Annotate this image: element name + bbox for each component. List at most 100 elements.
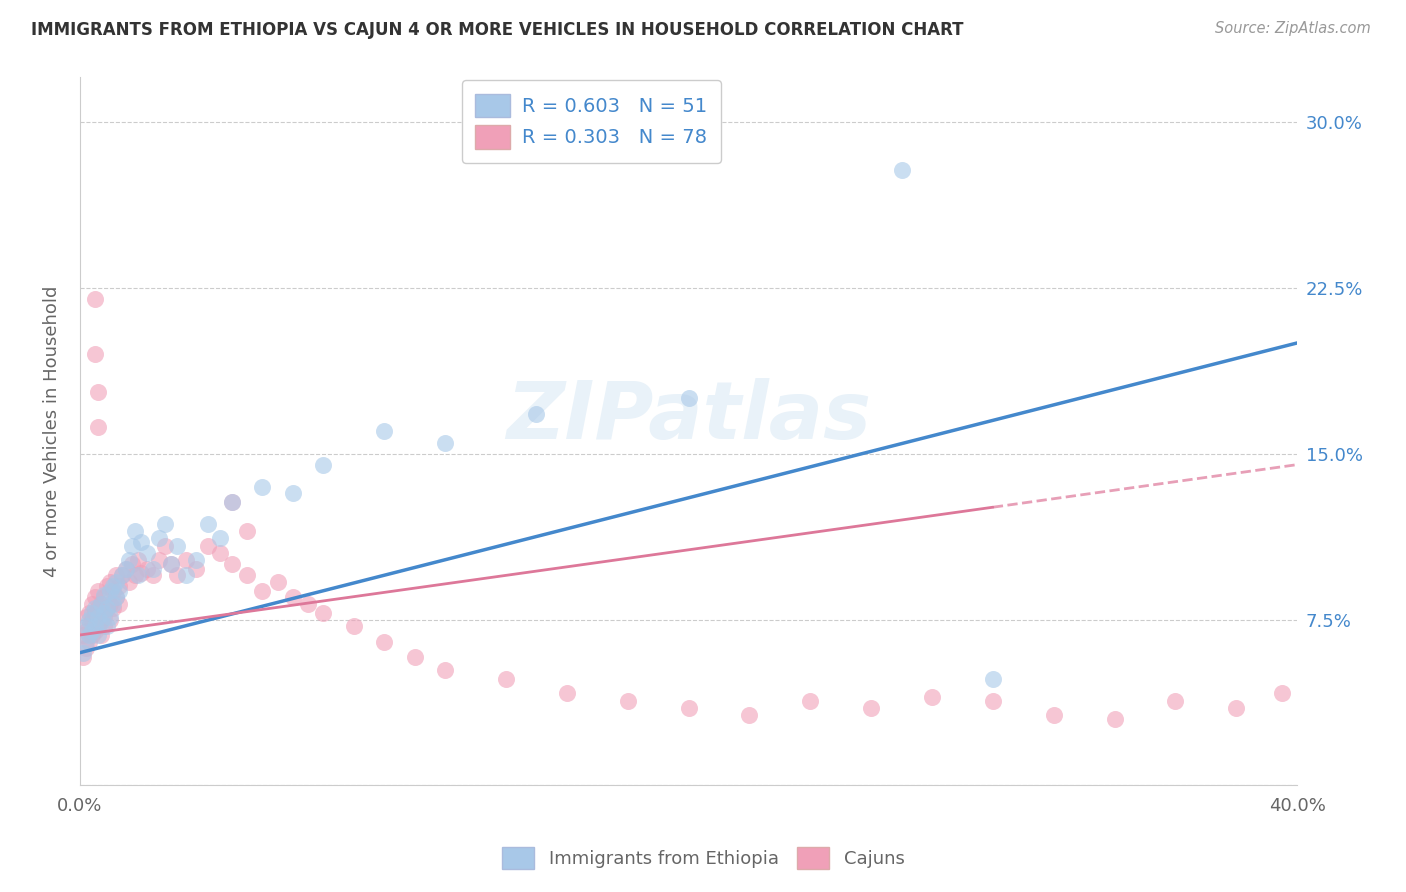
Point bbox=[208, 546, 231, 560]
Point bbox=[616, 694, 638, 708]
Point bbox=[96, 601, 118, 615]
Point bbox=[93, 619, 115, 633]
Point bbox=[738, 707, 761, 722]
Point bbox=[77, 634, 100, 648]
Point bbox=[77, 619, 100, 633]
Point bbox=[87, 420, 110, 434]
Point bbox=[80, 597, 103, 611]
Point bbox=[981, 672, 1004, 686]
Point bbox=[312, 606, 335, 620]
Point bbox=[98, 610, 121, 624]
Point bbox=[373, 425, 395, 439]
Point bbox=[105, 591, 128, 605]
Point bbox=[373, 634, 395, 648]
Point bbox=[84, 347, 107, 361]
Point bbox=[890, 163, 912, 178]
Point bbox=[678, 701, 700, 715]
Point bbox=[678, 391, 700, 405]
Point bbox=[129, 566, 152, 580]
Point bbox=[799, 694, 821, 708]
Point bbox=[103, 597, 125, 611]
Point bbox=[84, 606, 107, 620]
Point bbox=[105, 568, 128, 582]
Point bbox=[142, 568, 165, 582]
Point bbox=[75, 624, 97, 638]
Point bbox=[153, 517, 176, 532]
Point bbox=[72, 650, 94, 665]
Point bbox=[142, 561, 165, 575]
Point bbox=[103, 601, 125, 615]
Point bbox=[281, 486, 304, 500]
Point bbox=[1042, 707, 1064, 722]
Point bbox=[297, 597, 319, 611]
Point bbox=[72, 628, 94, 642]
Point bbox=[166, 540, 188, 554]
Point bbox=[114, 561, 136, 575]
Point bbox=[93, 606, 115, 620]
Point bbox=[860, 701, 883, 715]
Point bbox=[87, 610, 110, 624]
Point bbox=[404, 650, 426, 665]
Point bbox=[108, 597, 131, 611]
Point bbox=[80, 628, 103, 642]
Point bbox=[96, 619, 118, 633]
Point bbox=[184, 561, 207, 575]
Point bbox=[80, 624, 103, 638]
Point bbox=[127, 568, 149, 582]
Point bbox=[98, 583, 121, 598]
Point bbox=[108, 579, 131, 593]
Point bbox=[96, 601, 118, 615]
Point bbox=[124, 524, 146, 538]
Point bbox=[90, 615, 112, 629]
Point bbox=[127, 553, 149, 567]
Point bbox=[1225, 701, 1247, 715]
Point bbox=[135, 546, 157, 560]
Point bbox=[77, 606, 100, 620]
Point bbox=[84, 292, 107, 306]
Point bbox=[121, 540, 143, 554]
Text: ZIPatlas: ZIPatlas bbox=[506, 378, 872, 457]
Point bbox=[93, 610, 115, 624]
Point bbox=[87, 583, 110, 598]
Point bbox=[266, 574, 288, 589]
Point bbox=[148, 553, 170, 567]
Point bbox=[84, 624, 107, 638]
Point bbox=[252, 480, 274, 494]
Point bbox=[236, 524, 259, 538]
Point bbox=[111, 568, 134, 582]
Point bbox=[148, 531, 170, 545]
Point bbox=[103, 579, 125, 593]
Point bbox=[93, 588, 115, 602]
Point bbox=[87, 619, 110, 633]
Point bbox=[77, 628, 100, 642]
Y-axis label: 4 or more Vehicles in Household: 4 or more Vehicles in Household bbox=[44, 285, 60, 577]
Point bbox=[184, 553, 207, 567]
Point bbox=[103, 583, 125, 598]
Point bbox=[197, 540, 219, 554]
Point bbox=[221, 495, 243, 509]
Point bbox=[312, 458, 335, 472]
Point bbox=[166, 568, 188, 582]
Point bbox=[1164, 694, 1187, 708]
Point bbox=[343, 619, 366, 633]
Point bbox=[281, 591, 304, 605]
Point bbox=[124, 568, 146, 582]
Text: IMMIGRANTS FROM ETHIOPIA VS CAJUN 4 OR MORE VEHICLES IN HOUSEHOLD CORRELATION CH: IMMIGRANTS FROM ETHIOPIA VS CAJUN 4 OR M… bbox=[31, 21, 963, 39]
Point bbox=[153, 540, 176, 554]
Point bbox=[84, 601, 107, 615]
Point bbox=[135, 561, 157, 575]
Point bbox=[93, 591, 115, 605]
Point bbox=[981, 694, 1004, 708]
Point bbox=[1271, 685, 1294, 699]
Point bbox=[75, 610, 97, 624]
Point bbox=[84, 591, 107, 605]
Point bbox=[495, 672, 517, 686]
Point bbox=[98, 613, 121, 627]
Point bbox=[114, 561, 136, 575]
Point bbox=[121, 558, 143, 572]
Point bbox=[87, 601, 110, 615]
Point bbox=[75, 619, 97, 633]
Point bbox=[80, 606, 103, 620]
Point bbox=[221, 558, 243, 572]
Point bbox=[75, 641, 97, 656]
